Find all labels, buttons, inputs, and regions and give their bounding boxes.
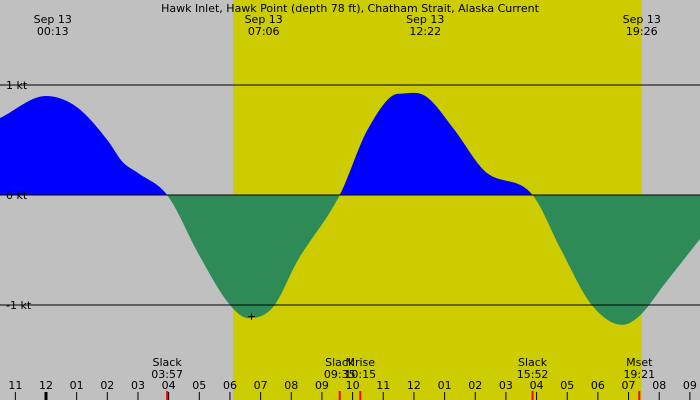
hour-tick: 11 <box>376 379 390 400</box>
event-time: 09:35 <box>324 368 356 381</box>
hour-tick-label: 08 <box>284 379 298 392</box>
current-marker: + <box>247 310 256 323</box>
hour-tick-label: 09 <box>683 379 697 392</box>
hour-tick-label: 07 <box>622 379 636 392</box>
hour-tick-label: 07 <box>254 379 268 392</box>
event-name: Mrise <box>345 356 375 369</box>
hour-tick: 08 <box>652 379 666 400</box>
top-label-date: Sep 13 <box>245 13 283 26</box>
y-tick-label: 0 kt <box>6 189 28 202</box>
hour-tick: 02 <box>468 379 482 400</box>
chart-title: Hawk Inlet, Hawk Point (depth 78 ft), Ch… <box>161 2 540 15</box>
hour-tick: 02 <box>100 379 114 400</box>
hour-tick-label: 10 <box>346 379 360 392</box>
hour-tick: 09 <box>683 379 697 400</box>
hour-tick-label: 11 <box>376 379 390 392</box>
hour-tick-label: 04 <box>162 379 176 392</box>
hour-tick: 03 <box>499 379 513 400</box>
hour-tick-label: 02 <box>468 379 482 392</box>
y-tick-label: 1 kt <box>6 79 28 92</box>
event-name: Slack <box>518 356 548 369</box>
hour-tick: 09 <box>315 379 329 400</box>
hour-tick: 08 <box>284 379 298 400</box>
event-time: 15:52 <box>517 368 549 381</box>
ebb-current-area <box>0 195 700 325</box>
hour-tick: 01 <box>438 379 452 400</box>
hour-tick: 04 <box>530 379 544 400</box>
hour-tick-label: 12 <box>407 379 421 392</box>
hour-tick-label: 06 <box>591 379 605 392</box>
hour-tick-label: 08 <box>652 379 666 392</box>
hour-tick-label: 09 <box>315 379 329 392</box>
hour-tick-label: 01 <box>70 379 84 392</box>
hour-tick-label: 02 <box>100 379 114 392</box>
hour-tick-label: 04 <box>530 379 544 392</box>
hour-tick: 06 <box>223 379 237 400</box>
event-name: Mset <box>626 356 653 369</box>
hour-tick: 12 <box>407 379 421 400</box>
y-tick-labels: 1 kt 0 kt -1 kt <box>6 79 32 312</box>
y-gridlines <box>0 84 700 306</box>
top-label-time: 00:13 <box>37 25 69 38</box>
top-label-date: Sep 13 <box>623 13 661 26</box>
hour-tick-label: 03 <box>131 379 145 392</box>
event-time: 03:57 <box>151 368 183 381</box>
hour-tick: 10 <box>346 379 360 400</box>
hour-tick: 12 <box>39 379 53 400</box>
hour-tick: 01 <box>70 379 84 400</box>
hour-tick-label: 11 <box>8 379 22 392</box>
hour-tick-label: 05 <box>192 379 206 392</box>
event-time: 10:15 <box>344 368 376 381</box>
hour-tick: 07 <box>254 379 268 400</box>
event-labels: Slack03:57Slack09:35Mrise10:15Slack15:52… <box>151 356 655 400</box>
hour-tick: 03 <box>131 379 145 400</box>
hour-tick: 04 <box>162 379 176 400</box>
top-label-time: 12:22 <box>409 25 441 38</box>
hour-tick: 06 <box>591 379 605 400</box>
hour-tick: 11 <box>8 379 22 400</box>
hour-tick-label: 06 <box>223 379 237 392</box>
top-label-date: Sep 13 <box>406 13 444 26</box>
event-name: Slack <box>153 356 183 369</box>
hour-tick: 05 <box>560 379 574 400</box>
top-label-time: 19:26 <box>626 25 658 38</box>
event-time: 19:21 <box>623 368 655 381</box>
top-label-date: Sep 13 <box>34 13 72 26</box>
hour-tick: 05 <box>192 379 206 400</box>
event-name: Slack <box>325 356 355 369</box>
hour-ticks: 11 12 01 02 03 04 05 06 07 08 09 10 11 12 01 02 03 04 05 06… <box>8 379 697 400</box>
top-label-time: 07:06 <box>248 25 280 38</box>
y-tick-label: -1 kt <box>6 299 32 312</box>
hour-tick: 07 <box>622 379 636 400</box>
flood-current-area <box>0 92 700 195</box>
hour-tick-label: 03 <box>499 379 513 392</box>
hour-tick-label: 01 <box>438 379 452 392</box>
hour-tick-label: 12 <box>39 379 53 392</box>
hour-tick-label: 05 <box>560 379 574 392</box>
